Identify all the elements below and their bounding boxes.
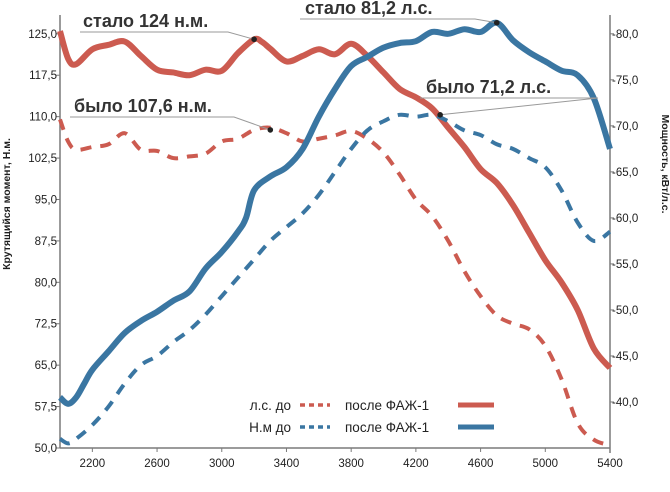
y-left-tick-label: 117,5 <box>29 70 57 82</box>
annotation-label: стало 124 н.м. <box>83 11 208 31</box>
y-right-tick-label: -70,0 <box>612 121 638 133</box>
legend-before-label: л.с. до <box>250 398 291 413</box>
annotation-label: было 107,6 н.м. <box>74 96 212 116</box>
y-left-tick-label: 57,5 <box>35 402 57 414</box>
y-right-tick-label: -50,0 <box>612 305 638 317</box>
annotation-label: было 71,2 л.с. <box>426 77 551 97</box>
x-tick-label: 4200 <box>403 458 429 470</box>
y-left-tick-label: 65,0 <box>35 360 57 372</box>
x-tick-label: 5400 <box>597 458 623 470</box>
annotations: стало 124 н.м. было 107,6 н.м. стало 81,2 … <box>70 0 599 133</box>
y-right-tick-label: -75,0 <box>612 75 638 87</box>
series-power_before <box>58 112 612 446</box>
annotation-leader <box>420 97 599 116</box>
annotation-dot <box>437 112 443 118</box>
annotation-dot <box>251 36 257 43</box>
tick-labels: 50,0 57,5 65,0 72,5 80,0 87,5 95,0 102,5 110,0 11… <box>1 29 670 470</box>
y-left-tick-label: 125,0 <box>28 29 57 41</box>
y-right-axis-title: Мощность, кВт/л.с. <box>659 114 670 213</box>
annotation-leader <box>300 18 497 24</box>
y-left-axis-title: Крутящийся момент, Н.м. <box>1 138 13 270</box>
x-tick-label: 3000 <box>209 458 235 470</box>
legend: л.с. до после ФАЖ-1 Н.м до после ФАЖ-1 <box>249 398 494 435</box>
y-left-tick-label: 102,5 <box>28 153 57 165</box>
y-right-tick-label: -60,0 <box>612 213 638 225</box>
y-left-tick-label: 80,0 <box>35 277 57 289</box>
series-layer <box>57 19 613 448</box>
axes <box>56 15 614 453</box>
y-left-tick-label: 95,0 <box>35 194 57 206</box>
legend-after-label: после ФАЖ-1 <box>345 420 429 435</box>
x-tick-label: 2600 <box>144 458 170 470</box>
y-right-tick-label: -80,0 <box>612 29 638 41</box>
x-tick-label: 3400 <box>274 458 300 470</box>
annotation-leader <box>80 31 255 40</box>
series-torque_after <box>57 30 613 370</box>
y-left-tick-label: 110,0 <box>29 112 57 124</box>
legend-before-label: Н.м до <box>249 420 291 435</box>
y-left-tick-label: 72,5 <box>35 319 57 331</box>
x-tick-label: 5000 <box>532 458 558 470</box>
x-tick-label: 2200 <box>80 458 106 470</box>
series-torque_before <box>58 118 611 448</box>
y-right-tick-label: -65,0 <box>612 167 638 179</box>
series-power_after <box>57 19 613 407</box>
annotation-dot <box>493 19 500 26</box>
y-left-tick-label: 87,5 <box>35 236 57 248</box>
annotation-label: стало 81,2 л.с. <box>305 0 433 18</box>
x-tick-label: 4600 <box>468 458 494 470</box>
y-right-tick-label: -40,0 <box>612 397 638 409</box>
y-left-tick-label: 50,0 <box>35 443 57 455</box>
y-right-tick-label: -45,0 <box>612 351 638 363</box>
legend-after-label: после ФАЖ-1 <box>345 398 429 413</box>
y-right-tick-label: -55,0 <box>612 259 638 271</box>
x-tick-label: 3800 <box>338 458 364 470</box>
annotation-leader <box>70 116 271 131</box>
annotation-dot <box>267 127 274 133</box>
